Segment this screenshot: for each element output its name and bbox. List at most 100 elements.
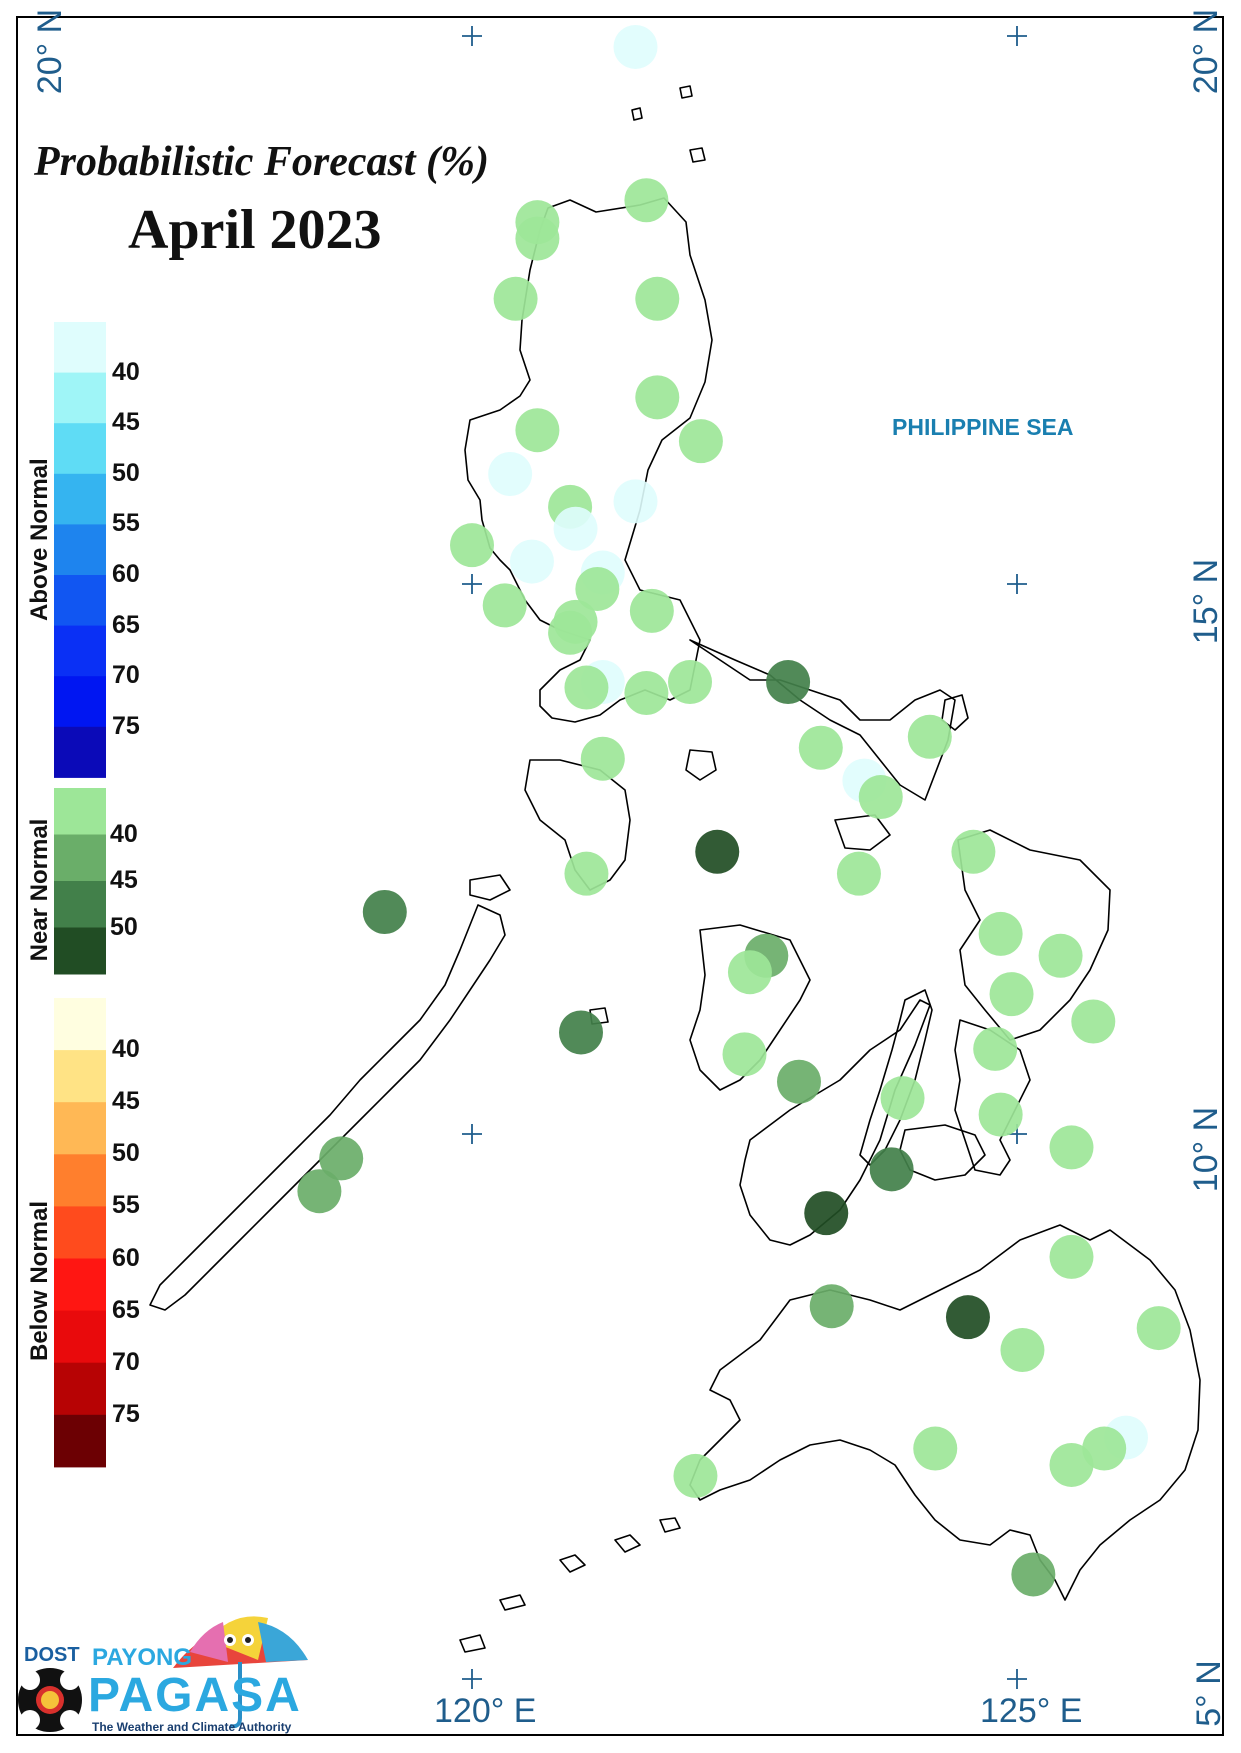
legend-below-tick-6: 70 [112, 1347, 140, 1376]
lat-label-20n-right: 20° N [1187, 8, 1226, 95]
station-marker-near-3 [515, 216, 560, 261]
legend-above-swatch-7 [54, 676, 106, 728]
station-marker-near-5 [635, 276, 680, 321]
station-marker-near-40 [989, 972, 1034, 1017]
station-marker-near-49 [319, 1136, 364, 1181]
station-marker-near-61 [1049, 1442, 1094, 1487]
legend-above-swatch-3 [54, 473, 106, 525]
station-marker-near-57 [1000, 1328, 1045, 1372]
station-markers [297, 24, 1181, 1597]
station-marker-near-4 [493, 276, 538, 321]
legend-below-title: Below Normal [26, 1200, 53, 1361]
lat-label-15n-right: 15° N [1187, 558, 1226, 645]
station-marker-above-11 [613, 479, 658, 524]
station-marker-near-23 [624, 671, 669, 715]
legend-above-swatch-6 [54, 625, 106, 677]
station-marker-near-16 [575, 566, 620, 611]
legend-below-tick-2: 50 [112, 1139, 140, 1168]
legend-above-tick-1: 45 [112, 408, 140, 437]
station-marker-near-25 [766, 660, 811, 705]
logo-graphics [18, 1616, 308, 1732]
station-marker-near-17 [482, 583, 527, 628]
station-marker-near-53 [1049, 1234, 1094, 1279]
legend-above-tick-5: 65 [112, 610, 140, 639]
station-marker-near-59 [1082, 1426, 1127, 1471]
legend-above-tick-6: 70 [112, 661, 140, 690]
station-marker-near-36 [978, 911, 1023, 956]
station-marker-near-7 [515, 408, 560, 453]
sea-label: PHILIPPINE SEA [892, 414, 1074, 440]
station-marker-near-1 [624, 178, 669, 223]
station-marker-near-63 [1011, 1552, 1056, 1597]
station-marker-near-45 [777, 1059, 821, 1104]
logo-dost: DOST [24, 1644, 80, 1666]
legend-below-swatch-6 [54, 1310, 106, 1364]
station-marker-above-9 [488, 452, 533, 496]
station-marker-near-30 [580, 736, 625, 781]
legend-above-tick-7: 75 [112, 711, 140, 740]
legend-above-swatch-1 [54, 372, 106, 424]
map-frame [16, 16, 1224, 1736]
station-marker-near-34 [564, 851, 609, 896]
legend-below-tick-5: 65 [112, 1295, 140, 1324]
station-marker-near-6 [635, 375, 680, 420]
station-marker-near-42 [559, 1010, 603, 1055]
lon-label-120e: 120° E [434, 1692, 537, 1730]
legend-above-title: Above Normal [26, 458, 53, 621]
station-marker-near-31 [695, 829, 740, 874]
station-marker-near-27 [798, 725, 843, 770]
legend-below-swatch-5 [54, 1258, 106, 1312]
lon-label-125e: 125° E [980, 1692, 1083, 1730]
legend-near-tick-2: 50 [110, 912, 138, 941]
station-marker-near-24 [668, 660, 712, 705]
legend-above-swatch-2 [54, 423, 106, 475]
station-marker-near-35 [362, 890, 407, 934]
legend-below-swatch-7 [54, 1362, 106, 1416]
station-marker-near-54 [809, 1284, 854, 1329]
coastline [149, 85, 1201, 1653]
station-marker-near-13 [450, 523, 494, 568]
station-marker-above-14 [509, 539, 554, 584]
legend-below-swatch-1 [54, 1050, 106, 1103]
station-marker-near-33 [836, 851, 881, 896]
logo-payong: PAYONG [92, 1644, 193, 1671]
legend-below-swatch-3 [54, 1154, 106, 1207]
station-marker-near-39 [727, 950, 772, 995]
legend-above-swatch-8 [54, 726, 106, 778]
station-marker-near-8 [678, 419, 723, 464]
legend-above-tick-4: 60 [112, 560, 140, 588]
lat-label-10n-right: 10° N [1187, 1106, 1226, 1193]
station-marker-near-55 [945, 1295, 990, 1340]
station-marker-near-18 [629, 588, 674, 633]
pagasa-logo: DOST PAYONG PAGASA The Weather and Clima… [18, 1600, 318, 1740]
legend-below-tick-0: 40 [112, 1035, 140, 1064]
legend-above-tick-3: 55 [112, 509, 140, 538]
logo-pagasa: PAGASA [88, 1669, 302, 1722]
station-marker-near-60 [913, 1426, 958, 1471]
legend-near-tick-1: 45 [110, 866, 138, 894]
legend-below-swatch-0 [54, 998, 106, 1051]
legend-below-tick-1: 45 [112, 1087, 140, 1116]
station-marker-near-51 [869, 1147, 914, 1192]
forecast-month: April 2023 [128, 199, 382, 261]
station-marker-near-48 [1049, 1125, 1094, 1170]
lat-label-5n-right: 5° N [1189, 1660, 1228, 1727]
legend-below-tick-3: 55 [112, 1191, 140, 1220]
station-marker-near-43 [722, 1032, 767, 1077]
legend-near-tick-0: 40 [110, 819, 138, 848]
legend-colorbars [54, 322, 106, 1468]
station-marker-near-32 [951, 829, 996, 874]
station-marker-near-22 [564, 665, 609, 710]
lat-label-20n-left: 20° N [31, 8, 70, 95]
station-marker-near-50 [297, 1169, 342, 1214]
station-marker-near-56 [1136, 1306, 1181, 1351]
station-marker-above-12 [553, 506, 598, 551]
legend-below-swatch-8 [54, 1414, 106, 1468]
station-marker-near-41 [1071, 999, 1116, 1044]
legend-below-swatch-2 [54, 1102, 106, 1155]
legend-below-swatch-4 [54, 1206, 106, 1259]
logo-tagline: The Weather and Climate Authority [92, 1720, 292, 1734]
station-marker-near-44 [973, 1026, 1018, 1071]
legend-near-title: Near Normal [26, 818, 53, 962]
